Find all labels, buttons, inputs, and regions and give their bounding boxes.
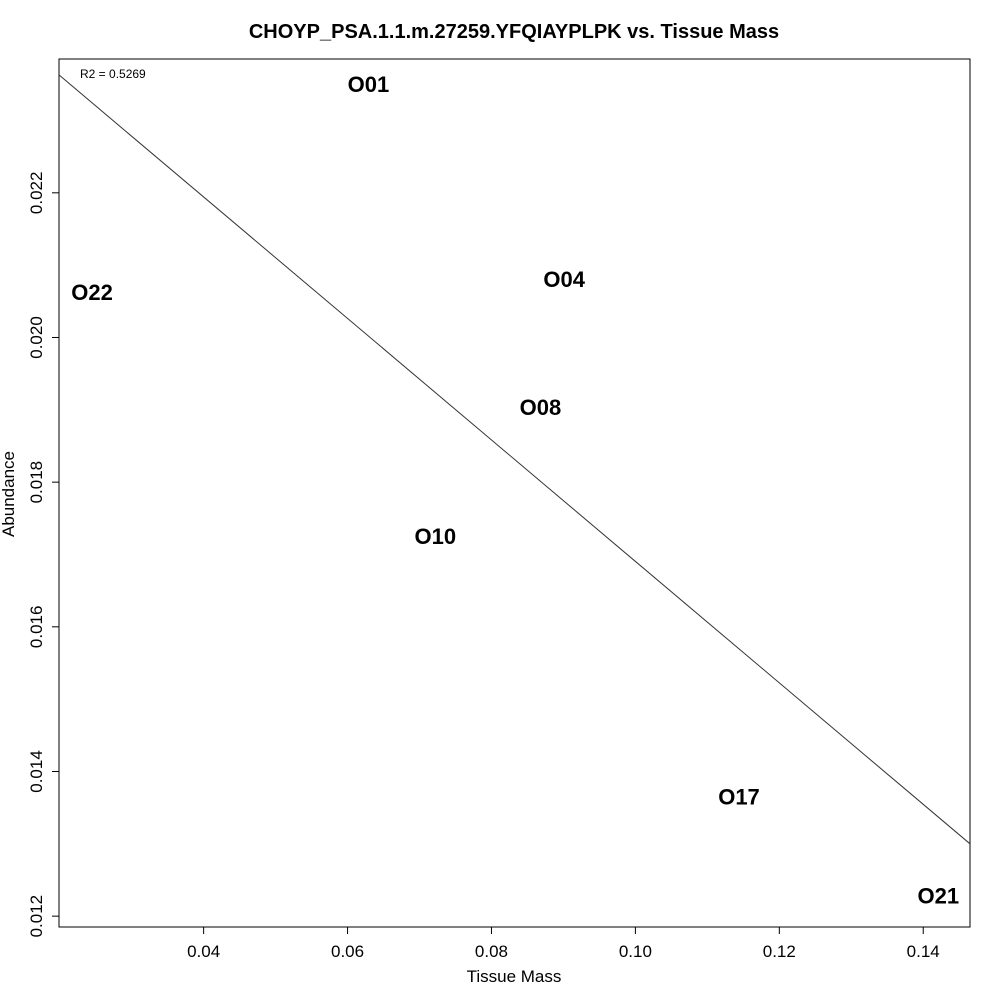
data-point-o21: O21 xyxy=(918,883,960,908)
data-point-o04: O04 xyxy=(543,267,585,292)
data-point-o10: O10 xyxy=(415,524,457,549)
x-tick-label: 0.10 xyxy=(619,942,652,961)
chart-title: CHOYP_PSA.1.1.m.27259.YFQIAYPLPK vs. Tis… xyxy=(249,21,779,43)
y-tick-label: 0.016 xyxy=(27,606,46,649)
regression-line-layer xyxy=(58,74,971,845)
y-axis-label: Abundance xyxy=(0,451,18,537)
r-squared-annotation: R2 = 0.5269 xyxy=(80,67,146,81)
x-tick-label: 0.08 xyxy=(475,942,508,961)
x-tick-label: 0.06 xyxy=(331,942,364,961)
data-point-o22: O22 xyxy=(71,280,113,305)
y-tick-label: 0.022 xyxy=(27,172,46,215)
plot-frame xyxy=(58,58,971,928)
y-tick-label: 0.018 xyxy=(27,461,46,504)
y-tick-label: 0.012 xyxy=(27,895,46,938)
y-tick-label: 0.020 xyxy=(27,316,46,359)
data-point-o01: O01 xyxy=(348,72,390,97)
x-tick-label: 0.14 xyxy=(907,942,940,961)
data-point-o08: O08 xyxy=(520,395,562,420)
point-labels-layer: O01 O22 O04 O08 O10 O17 O21 xyxy=(71,72,959,909)
y-axis: 0.012 0.014 0.016 0.018 0.020 0.022 xyxy=(27,172,59,938)
data-point-o17: O17 xyxy=(718,784,760,809)
x-axis: 0.04 0.06 0.08 0.10 0.12 0.14 xyxy=(187,927,940,961)
y-tick-label: 0.014 xyxy=(27,750,46,793)
x-tick-label: 0.12 xyxy=(763,942,796,961)
x-axis-label: Tissue Mass xyxy=(467,967,562,986)
x-tick-label: 0.04 xyxy=(187,942,220,961)
regression-line xyxy=(58,74,971,845)
